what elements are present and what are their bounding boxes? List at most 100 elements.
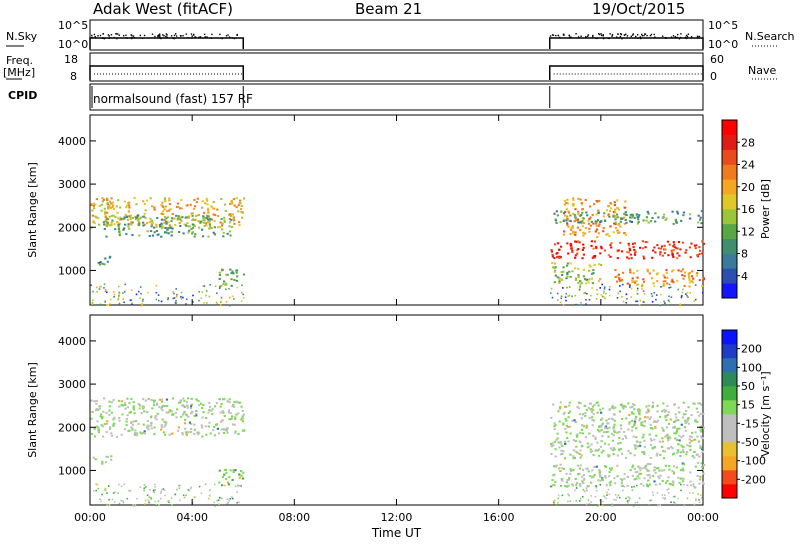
power-cell xyxy=(164,231,167,234)
power-cell xyxy=(584,227,587,229)
power-cell xyxy=(205,224,208,227)
velocity-cell xyxy=(664,494,666,496)
velocity-cell xyxy=(93,400,96,403)
power-cell xyxy=(145,199,149,202)
velocity-cell xyxy=(647,410,650,413)
velocity-colorbar-frame xyxy=(721,329,738,499)
power-cell xyxy=(566,286,568,289)
velocity-cell xyxy=(557,497,559,500)
velocity-cell xyxy=(585,426,588,429)
velocity-cell xyxy=(610,417,613,420)
power-cell xyxy=(560,295,563,298)
nsky-dot xyxy=(173,37,175,40)
power-cell xyxy=(207,218,210,221)
velocity-cell xyxy=(658,440,661,443)
velocity-cell xyxy=(154,489,156,491)
velocity-cell xyxy=(616,431,619,434)
power-cell xyxy=(626,251,629,254)
power-cell xyxy=(649,220,653,223)
velocity-cell xyxy=(226,400,229,403)
velocity-cell xyxy=(702,482,705,485)
velocity-cell xyxy=(222,428,225,431)
nsky-dot xyxy=(586,35,589,37)
power-cell xyxy=(578,241,581,244)
velocity-cell xyxy=(664,481,668,484)
velocity-cell xyxy=(112,418,115,421)
power-cell xyxy=(629,253,632,256)
power-cell xyxy=(163,218,166,221)
power-cell xyxy=(134,218,137,221)
velocity-cell xyxy=(655,454,658,457)
power-cell xyxy=(192,301,194,303)
velocity-cell xyxy=(694,438,697,441)
velocity-cell xyxy=(587,499,590,501)
power-cell xyxy=(595,228,599,231)
velocity-cell xyxy=(146,494,149,496)
velocity-cell xyxy=(656,452,659,455)
velocity-cell xyxy=(552,465,556,468)
nsky-dot xyxy=(131,36,133,39)
velocity-cell xyxy=(683,504,686,507)
power-cell xyxy=(563,230,566,233)
power-cell xyxy=(656,244,659,247)
velocity-cell xyxy=(598,504,600,506)
velocity-cell xyxy=(234,469,237,472)
velocity-cell xyxy=(154,486,156,488)
power-cell xyxy=(160,212,163,215)
power-cell xyxy=(555,222,558,224)
velocity-cell xyxy=(553,425,556,428)
velocity-cell xyxy=(693,503,696,506)
power-cell xyxy=(696,254,699,257)
power-cell xyxy=(91,214,94,217)
velocity-cell xyxy=(155,504,158,507)
velocity-cell xyxy=(560,443,563,446)
velocity-cell xyxy=(694,420,697,423)
velocity-cell xyxy=(236,501,238,504)
power-cell xyxy=(633,216,636,219)
velocity-cell xyxy=(200,424,203,427)
velocity-cell xyxy=(201,435,204,438)
velocity-cell xyxy=(667,411,670,414)
velocity-cell xyxy=(609,480,612,483)
nsky-dot xyxy=(191,35,193,37)
power-cell xyxy=(587,219,590,222)
velocity-cell xyxy=(551,442,554,445)
velocity-cell xyxy=(141,406,144,409)
velocity-cell xyxy=(231,497,234,500)
power-cell xyxy=(118,294,120,297)
velocity-cell xyxy=(154,415,158,417)
velocity-cell xyxy=(660,469,663,472)
nsky-dot xyxy=(117,33,119,35)
velocity-cell xyxy=(229,497,232,500)
power-cell xyxy=(180,220,183,223)
power-cell xyxy=(643,257,646,260)
velocity-cell xyxy=(664,410,667,413)
velocity-cell xyxy=(232,403,235,406)
power-colorbar-cell xyxy=(722,283,737,299)
power-cell xyxy=(233,279,236,281)
power-cell xyxy=(223,216,226,219)
power-cell xyxy=(202,215,205,218)
velocity-cell xyxy=(141,407,145,410)
velocity-cell xyxy=(133,412,136,415)
power-cell xyxy=(622,216,626,219)
velocity-cell xyxy=(227,501,230,504)
velocity-cell xyxy=(101,460,104,463)
velocity-cell xyxy=(585,503,588,506)
power-cell xyxy=(240,211,243,213)
power-cell xyxy=(620,279,624,282)
velocity-cell xyxy=(150,399,153,402)
power-cell xyxy=(99,286,101,288)
velocity-cell xyxy=(121,404,124,407)
velocity-cell xyxy=(556,432,559,435)
velocity-cell xyxy=(144,486,147,488)
power-cell xyxy=(629,271,632,274)
power-cell xyxy=(94,203,97,206)
velocity-cell xyxy=(594,436,597,439)
power-cell xyxy=(210,205,213,208)
velocity-cell xyxy=(106,420,109,423)
velocity-cell xyxy=(112,424,115,427)
velocity-cell xyxy=(698,478,702,481)
velocity-cell xyxy=(241,415,244,418)
velocity-cell xyxy=(560,485,562,487)
